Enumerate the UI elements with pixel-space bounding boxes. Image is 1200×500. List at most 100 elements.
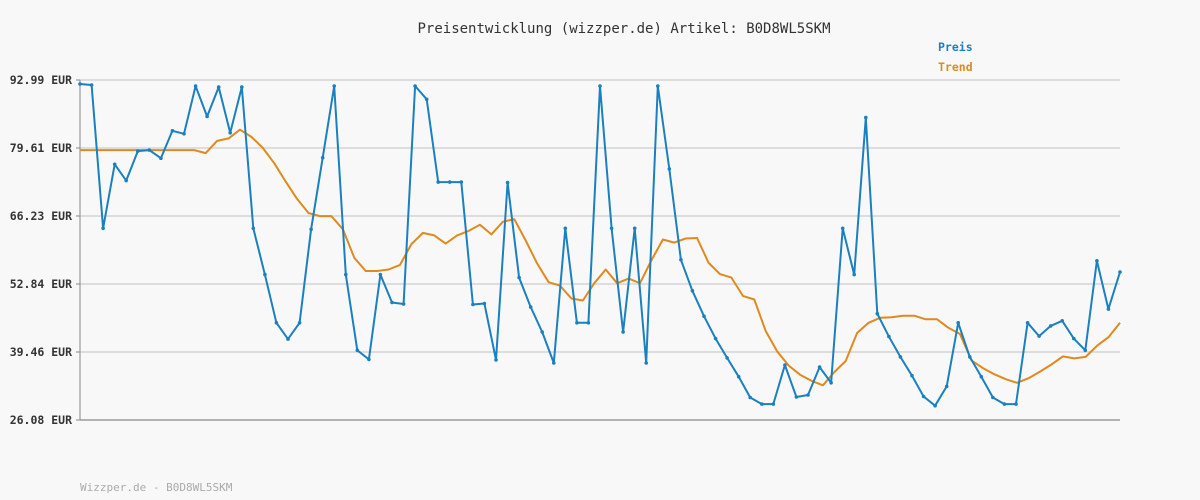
data-point	[193, 84, 198, 88]
data-point	[297, 321, 302, 325]
data-point	[910, 373, 914, 378]
data-point	[991, 395, 995, 400]
data-point	[829, 381, 833, 385]
data-point	[771, 402, 776, 406]
data-point	[505, 180, 510, 185]
data-point	[1106, 307, 1111, 311]
data-point	[124, 178, 128, 183]
data-point	[736, 374, 741, 379]
y-tick-label: 79.61 EUR	[10, 141, 72, 155]
data-point	[471, 302, 475, 307]
data-point	[1072, 336, 1076, 341]
data-point	[170, 129, 175, 133]
data-point	[1048, 324, 1053, 328]
data-point	[783, 363, 787, 367]
y-tick-label: 26.08 EUR	[10, 413, 72, 427]
data-point	[251, 226, 256, 231]
data-point	[344, 272, 348, 277]
data-point	[656, 84, 660, 88]
data-point	[968, 355, 972, 359]
data-point	[482, 301, 487, 306]
data-point	[228, 131, 232, 135]
data-point	[424, 97, 429, 102]
data-point	[1095, 259, 1099, 263]
data-point	[1014, 402, 1018, 406]
data-point	[147, 148, 152, 152]
data-point	[898, 355, 903, 359]
data-point	[1083, 348, 1088, 353]
y-tick-label: 66.23 EUR	[10, 209, 72, 223]
y-tick-label: 39.46 EUR	[10, 345, 72, 359]
y-axis-ticks: 92.99 EUR 79.61 EUR 66.23 EUR 52.84 EUR 39.4…	[10, 73, 80, 427]
series-layer	[78, 82, 1122, 408]
data-point	[182, 132, 186, 136]
data-point	[1025, 321, 1030, 325]
data-point	[621, 330, 625, 334]
data-point	[794, 395, 799, 399]
y-tick-label: 52.84 EUR	[10, 277, 72, 291]
data-point	[887, 334, 891, 339]
data-point	[586, 321, 591, 325]
data-point	[852, 272, 856, 277]
data-point	[205, 114, 209, 119]
data-point	[956, 321, 960, 325]
data-point	[944, 384, 949, 389]
data-point	[933, 403, 937, 408]
data-point	[840, 226, 845, 231]
data-point	[1060, 319, 1064, 323]
data-point	[517, 275, 521, 280]
data-point	[263, 272, 267, 277]
y-tick-label: 92.99 EUR	[10, 73, 72, 87]
data-point	[748, 395, 752, 400]
data-point	[702, 314, 706, 319]
data-point	[563, 226, 568, 231]
data-point	[1002, 402, 1007, 406]
data-point	[494, 358, 498, 362]
data-point	[979, 374, 984, 379]
data-point	[101, 226, 105, 231]
data-point	[436, 180, 441, 184]
data-point	[413, 84, 417, 88]
data-point	[159, 156, 163, 160]
data-point	[320, 155, 325, 160]
grid	[80, 79, 1120, 421]
data-point	[112, 162, 117, 167]
data-point	[644, 361, 648, 365]
data-point	[355, 348, 360, 353]
data-point	[806, 393, 810, 397]
data-point	[136, 149, 140, 153]
data-point	[598, 84, 602, 88]
data-point	[575, 321, 579, 325]
data-point	[679, 258, 683, 262]
data-point	[240, 85, 244, 89]
data-point	[552, 361, 556, 365]
legend-trend: Trend	[938, 60, 973, 74]
data-point	[713, 336, 718, 341]
data-point	[367, 357, 371, 362]
data-point	[378, 272, 383, 277]
legend-preis: Preis	[938, 40, 973, 54]
footer-label: Wizzper.de - B0D8WL5SKM	[80, 481, 233, 494]
data-point	[286, 337, 290, 341]
data-point	[401, 302, 406, 306]
data-point	[448, 180, 452, 184]
data-point	[459, 180, 464, 184]
data-point	[817, 365, 822, 369]
data-point	[875, 311, 880, 316]
data-point	[864, 115, 868, 120]
data-point	[725, 356, 729, 360]
data-point	[1037, 334, 1041, 338]
data-point	[667, 167, 672, 171]
series-line-trend	[80, 128, 1121, 387]
data-point	[540, 330, 544, 334]
data-point	[274, 321, 279, 325]
data-point	[921, 394, 926, 399]
data-point	[216, 85, 221, 89]
data-point	[89, 83, 94, 87]
data-point	[528, 305, 533, 309]
data-point	[760, 402, 764, 406]
data-point	[1118, 270, 1122, 274]
chart-title: Preisentwicklung (wizzper.de) Artikel: B…	[417, 21, 830, 37]
data-point	[332, 84, 337, 88]
